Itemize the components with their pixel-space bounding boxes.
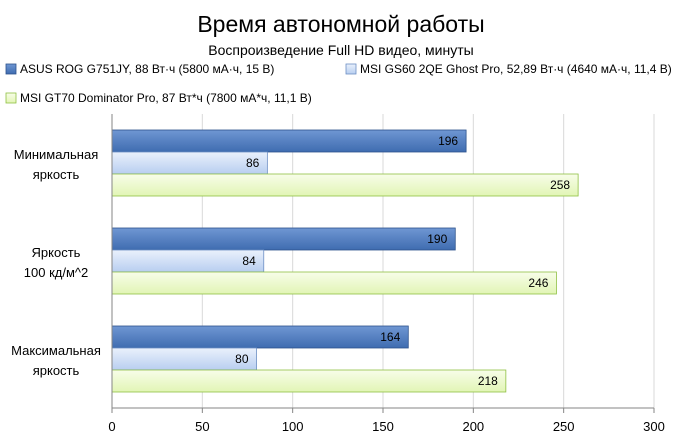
- category-label: Яркость 100 кд/м^2: [24, 245, 88, 280]
- data-label: 196: [438, 134, 458, 148]
- category-labels: Минимальная яркость Яркость 100 кд/м^2 Макси…: [11, 147, 101, 378]
- data-label: 190: [427, 232, 447, 246]
- legend-label: ASUS ROG G751JY, 88 Вт·ч (5800 мА·ч, 15 …: [20, 62, 274, 76]
- x-tick-label: 0: [108, 419, 115, 434]
- legend-swatch: [5, 63, 17, 75]
- x-tick-label: 50: [195, 419, 209, 434]
- data-label: 246: [528, 276, 548, 290]
- gridlines: [201, 114, 655, 408]
- bars: 196 86 258 190 84 246 164 80 218: [111, 129, 579, 393]
- bar: [111, 173, 579, 197]
- legend: ASUS ROG G751JY, 88 Вт·ч (5800 мА·ч, 15 …: [5, 62, 672, 105]
- chart-title: Время автономной работы: [197, 11, 484, 37]
- bar: [111, 249, 265, 273]
- legend-label: MSI GS60 2QE Ghost Pro, 52,89 Вт·ч (4640…: [360, 62, 672, 76]
- chart-subtitle: Воспроизведение Full HD видео, минуты: [208, 42, 473, 58]
- data-label: 84: [242, 254, 256, 268]
- data-label: 164: [380, 330, 400, 344]
- bar: [111, 129, 467, 153]
- data-label: 218: [478, 374, 498, 388]
- x-tick-label: 200: [462, 419, 484, 434]
- category-label: Максимальная яркость: [11, 343, 101, 378]
- bar: [111, 151, 268, 175]
- x-tick-label: 100: [282, 419, 304, 434]
- data-label: 86: [246, 156, 260, 170]
- bar: [111, 325, 409, 349]
- data-label: 258: [550, 178, 570, 192]
- category-label: Минимальная яркость: [14, 147, 99, 182]
- x-tick-label: 300: [643, 419, 665, 434]
- legend-swatch: [5, 92, 17, 104]
- bar: [111, 227, 456, 251]
- x-tick-label: 250: [553, 419, 575, 434]
- x-tick-label: 150: [372, 419, 394, 434]
- bar: [111, 271, 557, 295]
- data-label: 80: [235, 352, 249, 366]
- x-axis: 0 50 100 150 200 250 300: [108, 114, 665, 434]
- legend-label: MSI GT70 Dominator Pro, 87 Вт*ч (7800 мА…: [20, 91, 312, 105]
- legend-swatch: [345, 63, 357, 75]
- bar: [111, 369, 507, 393]
